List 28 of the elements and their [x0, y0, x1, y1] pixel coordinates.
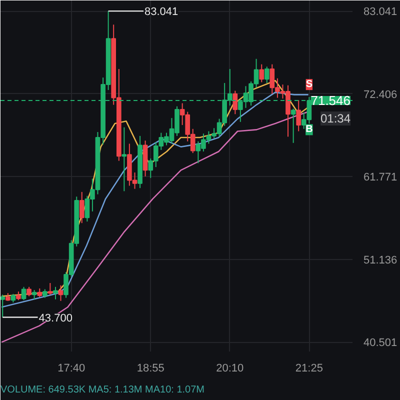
- text: VOLUME: 649.53K MA5: 1.13M MA10: 1.07M: [0, 384, 204, 396]
- candlestick: [79, 191, 84, 224]
- annotation: 43.700: [38, 312, 72, 324]
- candlestick: [48, 282, 53, 296]
- candlestick: [264, 66, 270, 84]
- annotation: 01:34: [320, 112, 351, 126]
- candlestick: [232, 90, 238, 115]
- candlestick: [296, 100, 302, 132]
- annotation: S: [306, 79, 313, 90]
- y-tick-label: 51.136: [364, 254, 398, 266]
- x-tick-label: 18:55: [136, 362, 164, 374]
- x-tick-label: 17:40: [58, 362, 86, 374]
- candlestick: [0, 294, 6, 318]
- y-tick-label: 83.041: [364, 6, 398, 18]
- annotation: 83.041: [144, 6, 178, 18]
- candlestick: [259, 64, 264, 83]
- y-tick-label: 61.771: [364, 172, 398, 184]
- candlestick: [21, 286, 26, 301]
- candlestick: [53, 286, 58, 300]
- annotation: B: [306, 124, 313, 136]
- y-tick-label: 72.406: [364, 88, 398, 101]
- ref-line-label: 71.546: [310, 93, 351, 108]
- candlestick: [122, 126, 127, 192]
- candlestick: [290, 108, 296, 144]
- x-tick-label: 20:10: [216, 362, 244, 374]
- y-tick-label: 40.501: [364, 337, 398, 350]
- candlestick: [26, 286, 32, 297]
- x-tick-label: 21:25: [295, 362, 323, 374]
